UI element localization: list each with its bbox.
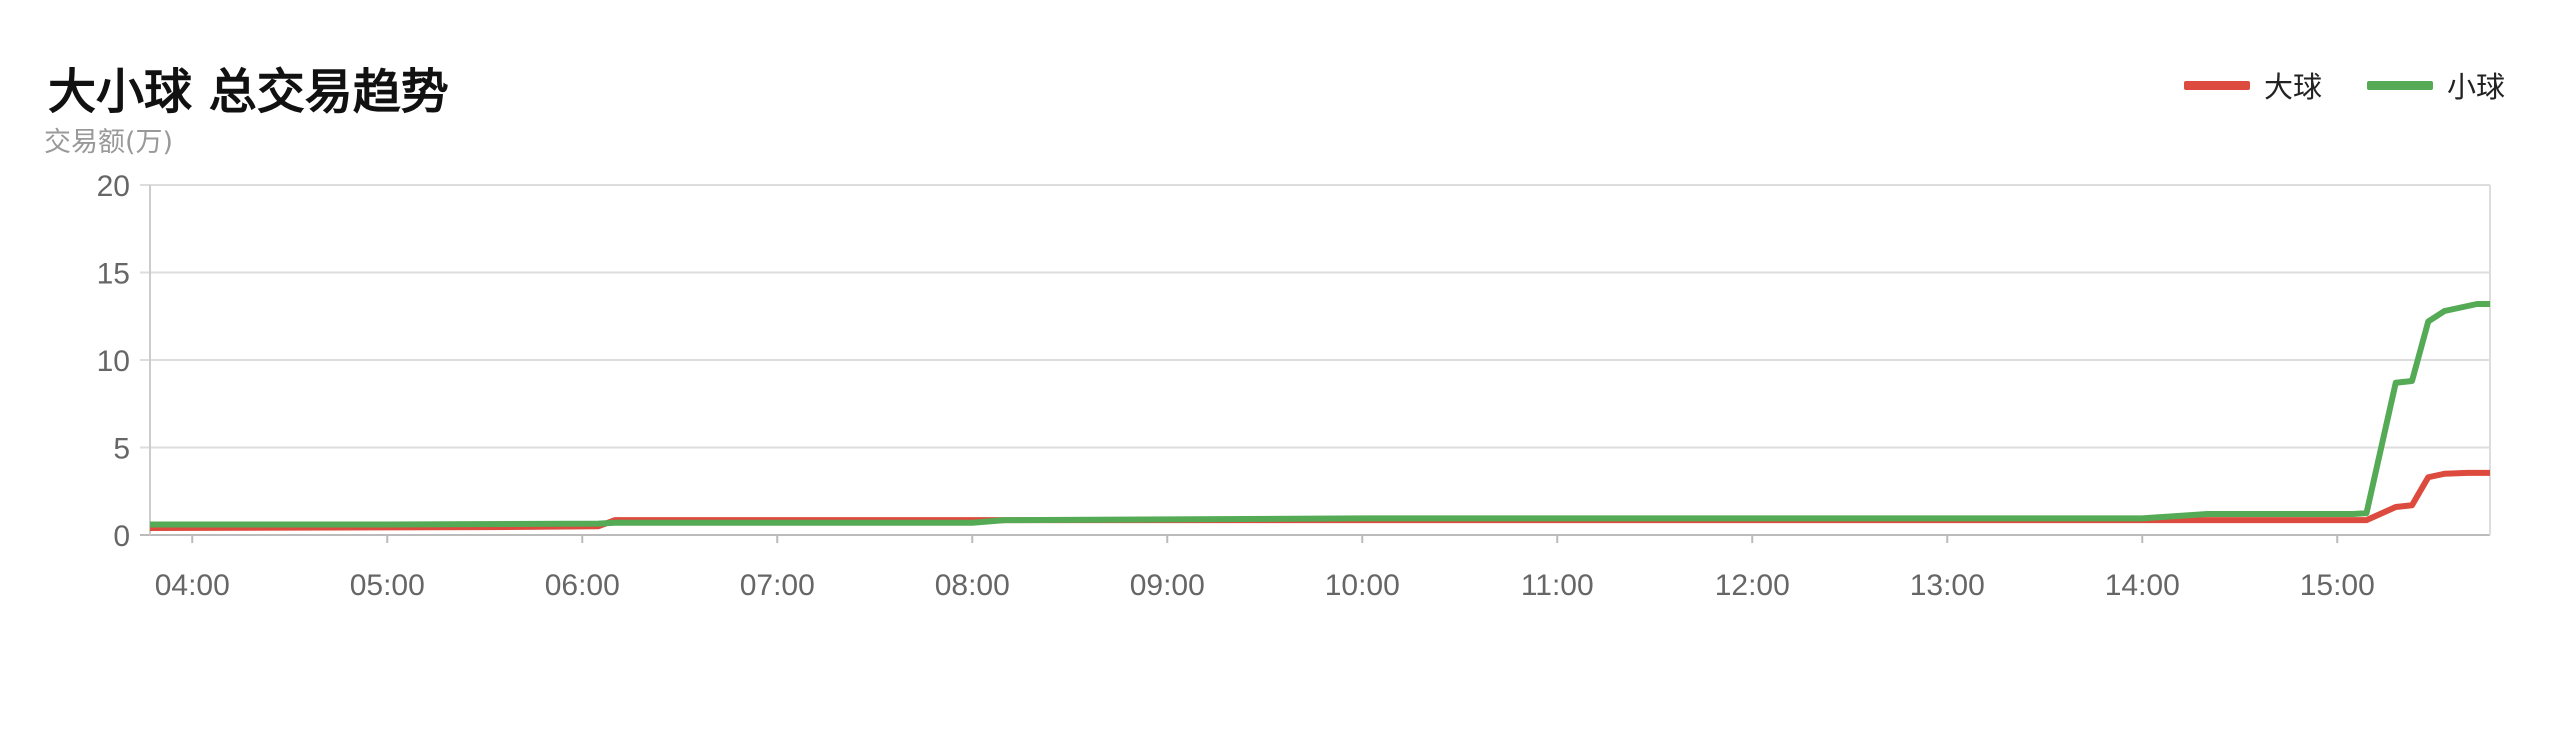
x-tick-label: 06:00: [545, 569, 620, 602]
x-tick-label: 08:00: [935, 569, 1010, 602]
y-tick-label: 15: [97, 258, 130, 291]
x-tick-label: 13:00: [1910, 569, 1985, 602]
y-tick-label: 5: [113, 433, 130, 466]
y-tick-label: 0: [113, 520, 130, 553]
x-tick-label: 10:00: [1325, 569, 1400, 602]
legend-item-big[interactable]: 大球: [2184, 64, 2322, 106]
legend-swatch: [2184, 80, 2250, 90]
x-tick-label: 12:00: [1715, 569, 1790, 602]
x-tick-label: 11:00: [1521, 569, 1594, 602]
chart-title: 大小球 总交易趋势: [48, 64, 449, 120]
x-tick-label: 04:00: [155, 569, 230, 602]
y-tick-label: 10: [97, 345, 130, 378]
legend-label: 小球: [2447, 70, 2506, 104]
x-tick-label: 15:00: [2300, 569, 2375, 602]
y-tick-label: 20: [97, 170, 130, 203]
series-line-small: [150, 301, 2490, 528]
legend-item-small[interactable]: 小球: [2367, 64, 2505, 106]
x-tick-label: 14:00: [2105, 569, 2180, 602]
x-tick-label: 05:00: [350, 569, 425, 602]
y-axis-label: 交易额(万): [44, 127, 174, 158]
legend-label: 大球: [2264, 70, 2323, 104]
legend-swatch: [2367, 80, 2433, 90]
x-tick-label: 09:00: [1130, 569, 1205, 602]
x-tick-label: 07:00: [740, 569, 815, 602]
